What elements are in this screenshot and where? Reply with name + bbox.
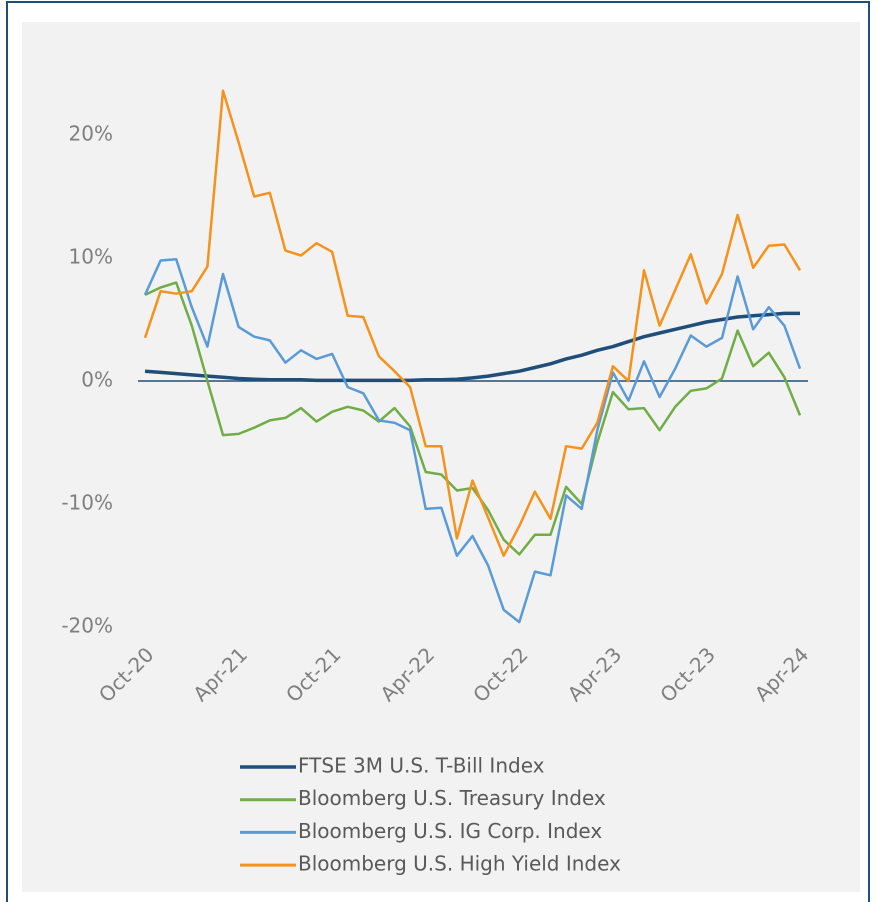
- series-line: [144, 311, 800, 383]
- plot-background: [22, 22, 860, 892]
- y-tick-label: 10%: [69, 245, 113, 269]
- y-tick-label: 0%: [81, 368, 113, 392]
- legend-label: Bloomberg U.S. Treasury Index: [298, 786, 606, 810]
- series-line: [143, 257, 802, 624]
- series-line: [144, 281, 802, 556]
- y-tick-label: 20%: [69, 122, 113, 146]
- legend-label: Bloomberg U.S. High Yield Index: [298, 852, 621, 876]
- legend-label: FTSE 3M U.S. T-Bill Index: [298, 754, 545, 778]
- y-tick-label: -10%: [61, 491, 113, 515]
- series-line: [143, 89, 802, 557]
- y-tick-label: -20%: [61, 614, 113, 638]
- legend-label: Bloomberg U.S. IG Corp. Index: [298, 819, 602, 843]
